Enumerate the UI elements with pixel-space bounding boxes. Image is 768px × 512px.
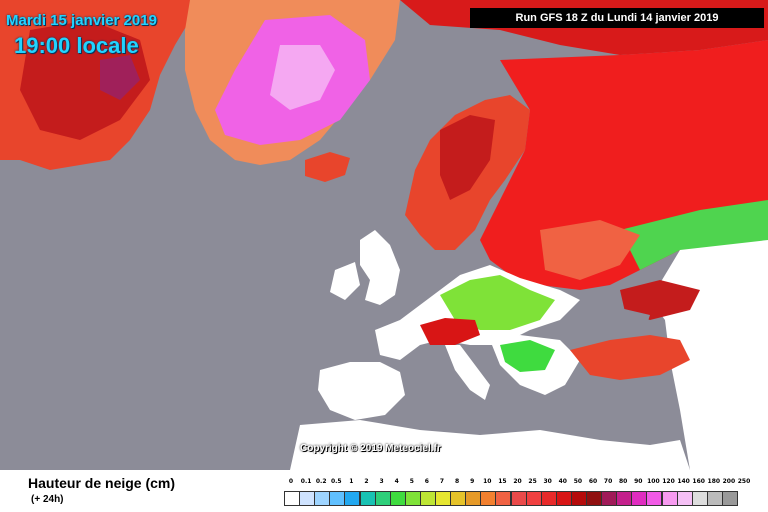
central-europe-snow: [440, 275, 555, 330]
ireland: [330, 262, 360, 300]
legend-tick-label: 120: [662, 478, 675, 485]
legend-tick-label: 140: [677, 478, 690, 485]
caucasus-snow: [620, 280, 700, 320]
balkans-snow: [500, 340, 555, 372]
legend-subtitle: (+ 24h): [31, 494, 64, 505]
legend-color-swatch: [329, 491, 346, 506]
legend-footer: Hauteur de neige (cm) (+ 24h) 0 0.1 0.2 0.5…: [0, 470, 768, 512]
legend-tick-label: 50: [573, 478, 583, 485]
legend-color-swatch: [404, 491, 421, 506]
legend-tick-label: 200: [722, 478, 736, 485]
north-africa: [290, 420, 690, 470]
legend-color-swatch: [435, 491, 451, 506]
legend-tick-label: 20: [513, 478, 522, 485]
black-sea: [585, 308, 650, 335]
legend-color-swatch: [525, 491, 542, 506]
legend-tick-label: 7: [439, 478, 445, 485]
legend-color-swatch: [510, 491, 527, 506]
map-canvas: [0, 0, 768, 470]
legend-tick-label: 5: [409, 478, 414, 485]
legend-color-swatch: [480, 491, 497, 506]
legend-color-swatch: [450, 491, 467, 506]
legend-tick-label: 8: [455, 478, 460, 485]
legend-tick-label: 0.2: [315, 478, 327, 485]
legend-color-swatch: [661, 491, 678, 506]
legend-color-swatch: [389, 491, 406, 506]
legend-color-swatch: [344, 491, 361, 506]
legend-tick-label: 25: [528, 478, 537, 485]
legend-color-swatch: [495, 491, 512, 506]
legend-tick-label: 0: [288, 478, 294, 485]
russia-orange-zone: [540, 220, 640, 280]
legend-tick-label: 80: [619, 478, 628, 485]
greenland-ice-core: [270, 45, 335, 110]
legend-tick-label: 10: [483, 478, 492, 485]
legend-tick-label: 180: [707, 478, 721, 485]
legend-color-swatch: [555, 491, 572, 506]
model-run-label: Run GFS 18 Z du Lundi 14 janvier 2019: [470, 8, 764, 28]
legend-color-swatch: [540, 491, 557, 506]
legend-tick-label: 0.1: [300, 478, 312, 485]
legend-tick-label: 90: [634, 478, 643, 485]
legend-tick-label: 30: [543, 478, 552, 485]
legend-tick-label: 15: [498, 478, 507, 485]
legend-color-swatch: [601, 491, 618, 506]
snow-depth-map: Mardi 15 janvier 2019 19:00 locale Run G…: [0, 0, 768, 470]
iceland: [305, 152, 350, 182]
legend-color-swatch: [631, 491, 648, 506]
legend-color-swatch: [586, 491, 602, 506]
legend-color-swatch: [721, 491, 738, 506]
legend-tick-label: 60: [588, 478, 598, 485]
legend-color-swatch: [691, 491, 708, 506]
legend-color-swatch: [299, 491, 316, 506]
turkey: [570, 335, 690, 380]
legend-color-swatch: [284, 491, 300, 506]
legend-tick-label: 3: [379, 478, 384, 485]
copyright-text: Copyright © 2019 Meteociel.fr: [300, 443, 441, 454]
legend-color-swatch: [616, 491, 633, 506]
legend-tick-label: 2: [364, 478, 369, 485]
legend-color-swatch: [706, 491, 723, 506]
forecast-date: Mardi 15 janvier 2019: [6, 12, 157, 29]
legend-tick-label: 40: [558, 478, 567, 485]
alps-snow: [420, 318, 480, 345]
italian-peninsula: [445, 345, 490, 400]
forecast-time: 19:00 locale: [14, 33, 139, 58]
legend-tick-label: 1: [349, 478, 354, 485]
north-america-snow-dark: [20, 20, 150, 140]
legend-color-swatch: [676, 491, 693, 506]
legend-color-swatch: [646, 491, 663, 506]
scandinavia-snow-dark: [440, 115, 495, 200]
legend-color-swatch: [570, 491, 587, 506]
legend-color-swatch: [314, 491, 331, 506]
legend-tick-label: 100: [647, 478, 660, 485]
great-britain: [360, 230, 400, 305]
legend-color-swatch: [359, 491, 376, 506]
legend-tick-label: 250: [737, 478, 751, 485]
legend-tick-label: 4: [394, 478, 399, 485]
legend-title: Hauteur de neige (cm): [28, 475, 176, 491]
legend-tick-label: 0.5: [330, 478, 342, 485]
legend-color-swatch: [465, 491, 482, 506]
iberian-peninsula: [318, 362, 405, 420]
legend-tick-label: 9: [470, 478, 475, 485]
legend-tick-label: 160: [692, 478, 705, 485]
north-america-snow-magenta: [100, 55, 140, 100]
legend-color-swatch: [374, 491, 391, 506]
legend-color-swatch: [419, 491, 436, 506]
legend-tick-label: 70: [603, 478, 613, 485]
legend-tick-label: 6: [424, 478, 429, 485]
